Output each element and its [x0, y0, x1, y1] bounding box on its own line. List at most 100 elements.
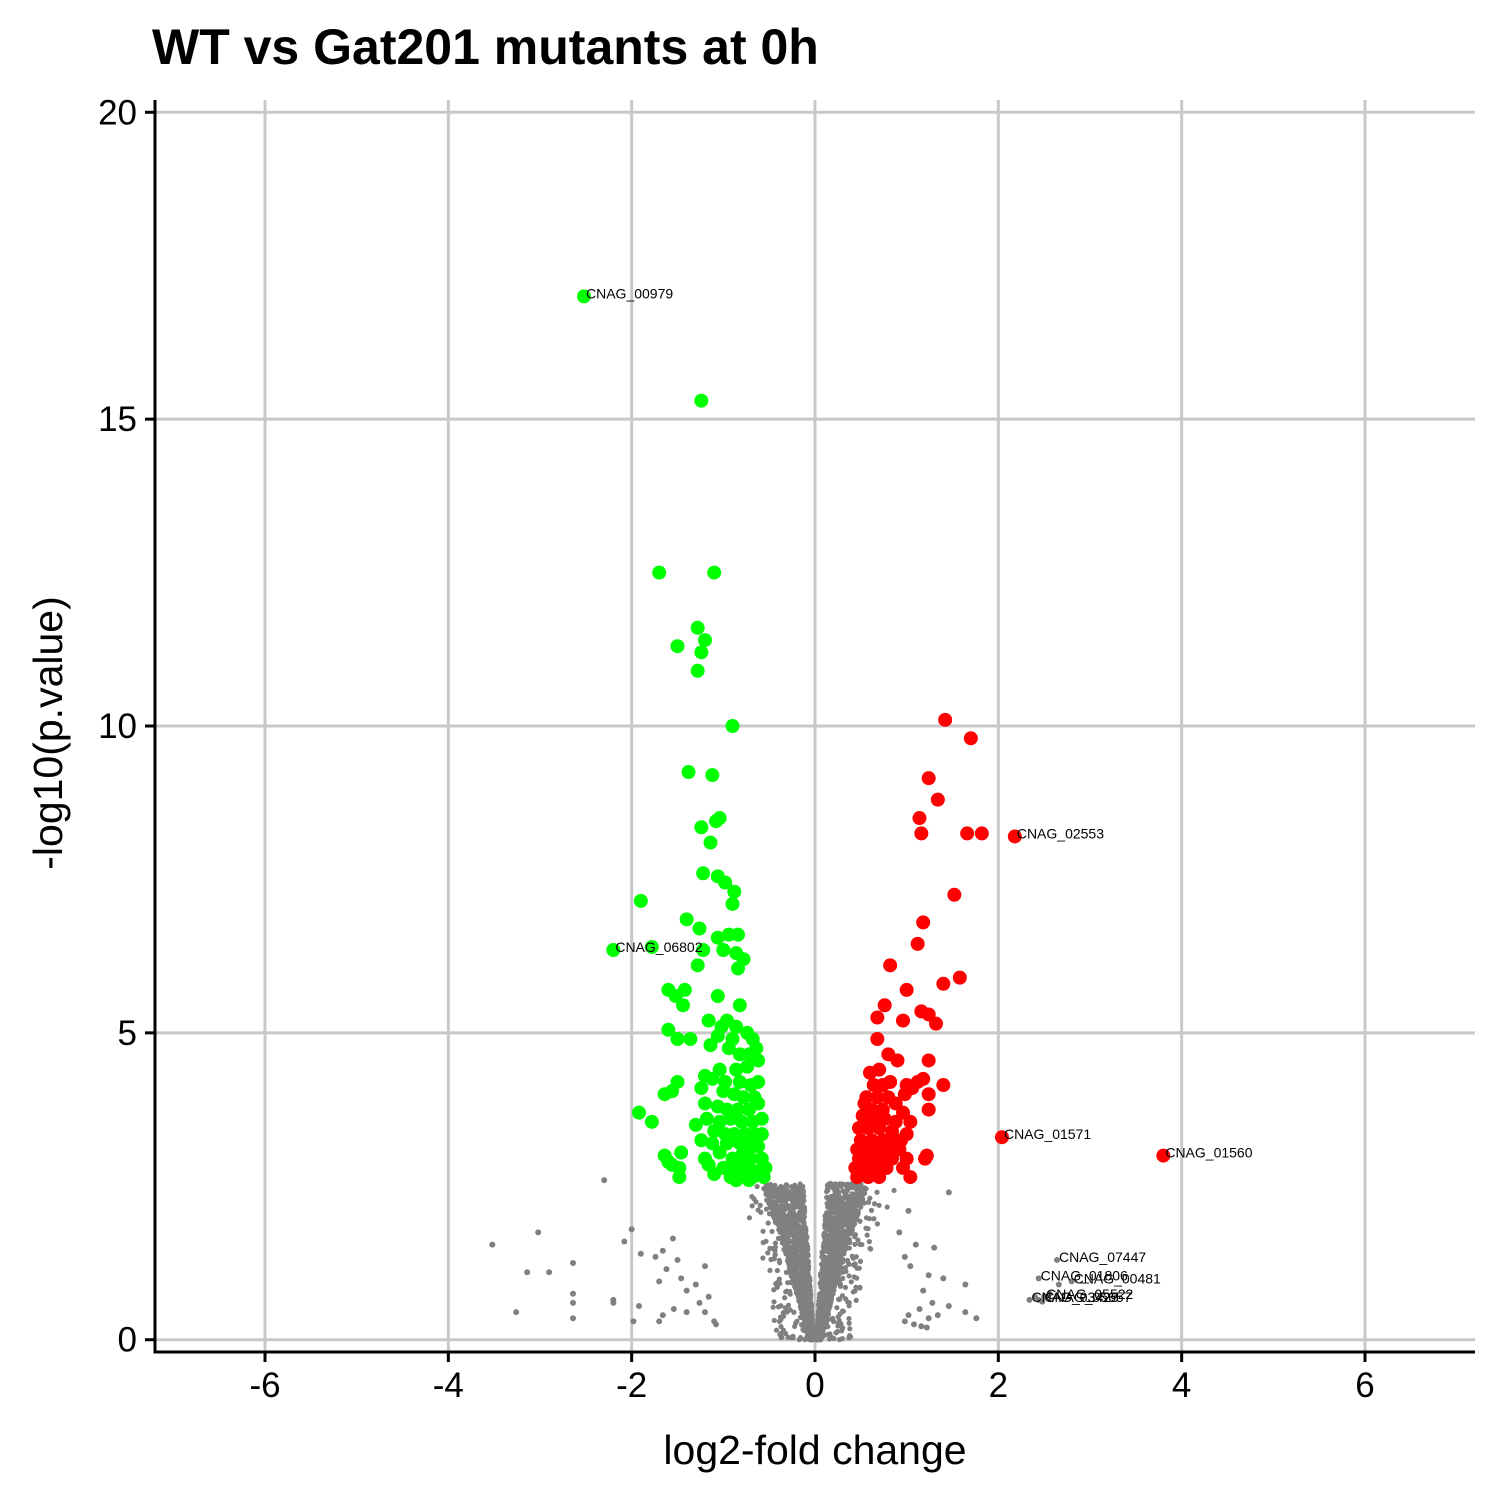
ns-point [794, 1247, 800, 1253]
ns-point [610, 1299, 617, 1306]
up-point [903, 1170, 918, 1185]
ns-point [670, 1306, 677, 1313]
down-point [705, 768, 720, 783]
ns-point [630, 1318, 637, 1325]
ns-point [857, 1201, 864, 1207]
down-point [672, 1170, 687, 1185]
up-point [903, 1114, 918, 1129]
ns-point [749, 1203, 755, 1209]
down-point [754, 1127, 769, 1142]
x-tick-label: -2 [616, 1366, 647, 1405]
ns-point [801, 1278, 807, 1285]
ns-point [765, 1197, 772, 1203]
ns-point [765, 1250, 771, 1256]
ns-point [796, 1296, 802, 1303]
ns-point [1039, 1298, 1046, 1305]
point-label: CNAG_02553 [1017, 825, 1104, 841]
y-tick-label: 10 [98, 707, 137, 746]
up-point [883, 958, 898, 973]
ns-point [802, 1285, 808, 1291]
ns-point [771, 1187, 777, 1193]
down-point [690, 663, 705, 678]
ns-point [831, 1219, 837, 1225]
up-point [952, 970, 967, 985]
ns-point [777, 1280, 783, 1287]
ns-point [835, 1191, 842, 1197]
up-point [910, 936, 925, 951]
down-point [633, 893, 648, 908]
down-point [727, 884, 742, 899]
ns-point [901, 1253, 908, 1260]
ns-point [772, 1194, 778, 1200]
ns-point [845, 1261, 852, 1267]
point-label: CNAG_01560 [1165, 1145, 1252, 1161]
down-point [725, 719, 740, 733]
axes: -6 -4 -2 0 2 4 6 0 5 10 15 20 [98, 93, 1475, 1405]
ns-point [827, 1287, 833, 1293]
ns-point [652, 1253, 659, 1260]
ns-point [702, 1263, 708, 1270]
ns-point [848, 1279, 854, 1285]
ns-point [846, 1320, 852, 1326]
ns-point [797, 1188, 803, 1194]
ns-point [786, 1231, 793, 1238]
down-point [742, 1173, 756, 1188]
ns-point [702, 1309, 708, 1316]
ns-point [973, 1315, 980, 1322]
down-point [670, 639, 685, 654]
ns-point [1041, 1293, 1048, 1300]
ns-point [787, 1307, 793, 1313]
ns-point [792, 1283, 798, 1290]
ns-point [824, 1210, 831, 1216]
ns-point [628, 1226, 635, 1233]
ns-point [925, 1272, 932, 1279]
ns-point [835, 1244, 841, 1250]
ns-point [779, 1334, 785, 1340]
ns-point [796, 1234, 802, 1240]
ns-point [1026, 1296, 1033, 1303]
ns-point [841, 1251, 847, 1257]
ns-point [777, 1314, 784, 1320]
down-point [729, 1062, 744, 1077]
ns-point [809, 1327, 815, 1333]
ns-point [905, 1312, 912, 1319]
down-point [751, 1074, 766, 1089]
ns-point [791, 1223, 797, 1229]
down-point [577, 289, 591, 304]
ns-point [773, 1204, 779, 1210]
down-point [707, 1124, 722, 1139]
ns-point [776, 1257, 782, 1263]
y-tick-label: 20 [98, 93, 137, 132]
ns-point [789, 1264, 795, 1270]
ns-point [489, 1241, 496, 1248]
ns-point [782, 1305, 788, 1311]
ns-point [775, 1304, 782, 1310]
ns-point [784, 1239, 791, 1246]
down-point [716, 1084, 731, 1099]
ns-point [770, 1304, 776, 1310]
up-point [919, 1148, 934, 1163]
ns-point [780, 1230, 786, 1236]
ns-point [821, 1258, 827, 1264]
ns-point [683, 1309, 690, 1316]
ns-point [825, 1226, 831, 1233]
ns-point [827, 1281, 833, 1287]
ns-point [798, 1201, 804, 1208]
ns-point [767, 1267, 773, 1274]
ns-point [780, 1239, 787, 1245]
down-point [690, 958, 705, 973]
ns-point [656, 1318, 663, 1325]
up-point [936, 976, 951, 991]
ns-point [795, 1242, 801, 1249]
ns-point [852, 1234, 858, 1240]
ns-point [836, 1182, 842, 1188]
ns-point [754, 1183, 760, 1190]
ns-point [791, 1309, 797, 1315]
ns-point [857, 1258, 864, 1264]
ns-point [853, 1254, 859, 1260]
significant-points [577, 289, 1171, 1188]
ns-point [1054, 1256, 1060, 1263]
y-tick-label: 15 [98, 400, 137, 439]
ns-point [570, 1290, 576, 1297]
down-point [740, 1059, 755, 1074]
